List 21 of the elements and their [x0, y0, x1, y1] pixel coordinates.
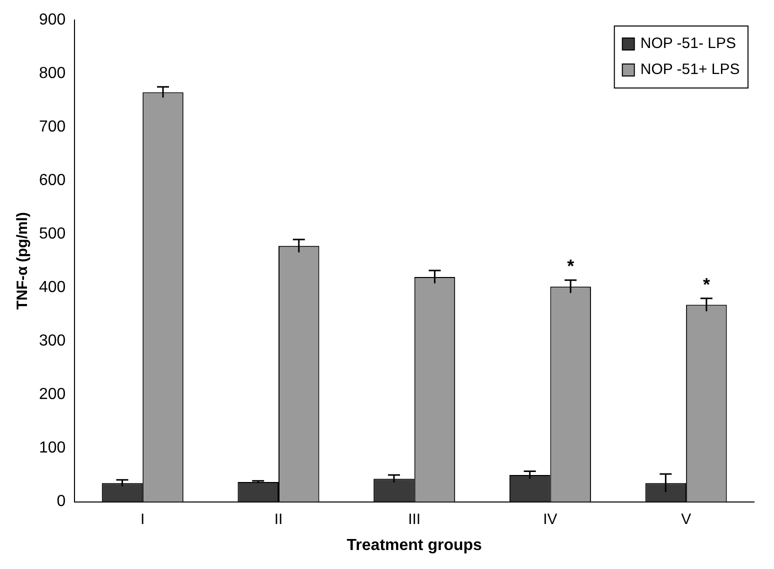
y-tick-label: 100: [38, 440, 66, 457]
x-tick-label: IV: [543, 510, 558, 528]
y-tick-label: 900: [38, 11, 66, 28]
x-tick-label: I: [140, 510, 145, 528]
x-tick-label: III: [408, 510, 421, 528]
x-tick-label: II: [274, 510, 283, 528]
x-tick-label: V: [681, 510, 692, 528]
x-axis-title: Treatment groups: [346, 536, 482, 554]
y-tick-label: 600: [38, 172, 66, 190]
legend-label: NOP -51- LPS: [640, 35, 736, 52]
y-axis-title: TNF-α (pg/ml): [14, 212, 32, 310]
y-tick-label: 0: [56, 493, 66, 510]
legend-label: NOP -51+ LPS: [640, 61, 740, 78]
y-tick-label: 200: [38, 386, 66, 404]
y-tick-label: 500: [38, 226, 66, 243]
annotation: *: [702, 274, 710, 294]
y-tick-label: 400: [38, 279, 66, 296]
y-tick-label: 300: [38, 332, 66, 350]
y-tick-label: 800: [38, 64, 66, 82]
y-tick-label: 700: [38, 118, 66, 136]
annotation: *: [567, 256, 574, 276]
